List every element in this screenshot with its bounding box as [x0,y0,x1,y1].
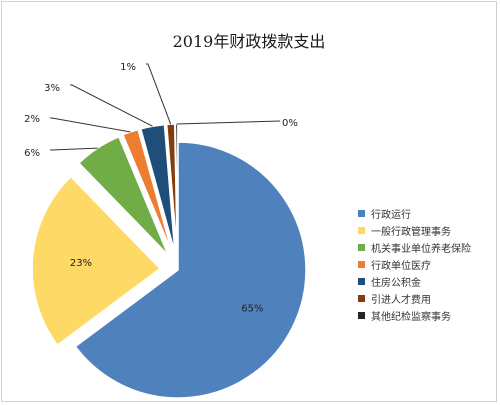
legend-item: 一般行政管理事务 [358,222,471,239]
legend-item: 住房公积金 [358,273,471,290]
slice-data-label: 2% [24,114,40,125]
legend-swatch [358,261,365,268]
slice-data-label: 6% [24,148,40,159]
legend-label: 行政运行 [371,210,411,221]
legend-label: 行政单位医疗 [371,261,431,272]
legend-swatch [358,278,365,285]
leader-line [176,120,281,125]
legend-label: 其他纪检监察事务 [371,312,451,323]
leader-line [70,84,153,127]
leader-line [146,63,172,125]
legend-item: 行政单位医疗 [358,256,471,273]
leader-line [50,147,98,151]
pie-slice [77,135,169,256]
chart-legend: 行政运行一般行政管理事务机关事业单位养老保险 行政单位医疗 住房公积金引进人才费用其… [358,205,471,324]
legend-swatch [358,244,365,251]
leader-line [50,117,131,133]
slice-data-label: 1% [120,62,136,73]
slice-data-label: 23% [70,258,92,269]
pie-slice [74,141,307,399]
legend-item: 行政运行 [358,205,471,222]
legend-swatch [358,227,365,234]
slice-data-label: 3% [44,83,60,94]
legend-label: 机关事业单位养老保险 [371,244,471,255]
pie-slice [31,175,162,347]
slice-data-label: 65% [241,303,263,314]
legend-label: 一般行政管理事务 [371,227,451,238]
legend-swatch [358,210,365,217]
chart-title: 2019年财政拨款支出 [172,32,326,51]
legend-label: 住房公积金 [371,278,421,289]
legend-item: 机关事业单位养老保险 [358,239,471,256]
legend-swatch [358,312,365,319]
slice-data-label: 0% [282,118,298,129]
legend-label: 引进人才费用 [371,295,431,306]
legend-item: 其他纪检监察事务 [358,307,471,324]
legend-swatch [358,295,365,302]
legend-item: 引进人才费用 [358,290,471,307]
